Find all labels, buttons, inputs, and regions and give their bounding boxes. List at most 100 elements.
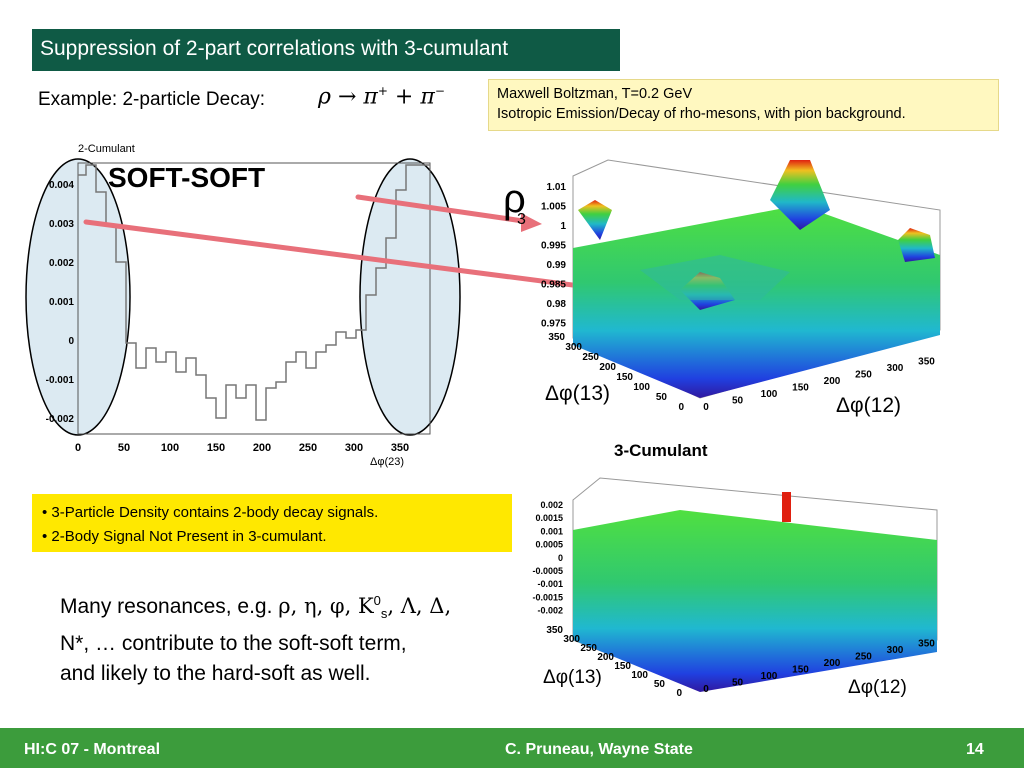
bottom-axis13-tick: 50 bbox=[654, 679, 666, 690]
top-valley bbox=[640, 255, 790, 300]
bottom-axis12-label: Δφ(12) bbox=[848, 677, 907, 698]
left-x-tick: 50 bbox=[118, 442, 130, 454]
formula-pi-2: π bbox=[420, 84, 435, 110]
page-number: 14 bbox=[966, 741, 984, 758]
top-axis12-ticks: 0 50 100 150 200 250 300 350 bbox=[703, 357, 935, 414]
footer-left: HI:C 07 - Montreal bbox=[24, 741, 161, 758]
arrow-right-head bbox=[521, 213, 542, 232]
top-z-tick: 0.985 bbox=[541, 280, 566, 291]
decay-formula: ρ → π+ + π− bbox=[318, 84, 445, 109]
left-plot-caption: 2-Cumulant bbox=[78, 143, 135, 155]
top-axis12-tick: 350 bbox=[918, 357, 935, 368]
footer-center: C. Pruneau, Wayne State bbox=[505, 741, 693, 758]
top-axis12-tick: 300 bbox=[887, 363, 904, 374]
bottom-plot-title: 3-Cumulant bbox=[614, 441, 708, 460]
top-peak-back bbox=[770, 160, 830, 230]
rho3-label: ρ bbox=[503, 177, 526, 221]
left-y-tick: 0.001 bbox=[49, 297, 74, 308]
top-z-tick: 0.99 bbox=[547, 260, 567, 271]
top-z-tick: 1 bbox=[560, 221, 566, 232]
resonance-sup: 0 bbox=[373, 593, 381, 608]
left-x-tick: 200 bbox=[253, 442, 271, 454]
top-axis12-tick: 200 bbox=[824, 376, 841, 387]
left-x-tick: 150 bbox=[207, 442, 225, 454]
top-axis12-tick: 250 bbox=[855, 370, 872, 381]
bullet-1: • 3-Particle Density contains 2-body dec… bbox=[42, 504, 379, 521]
bottom-axis12-tick: 150 bbox=[792, 665, 809, 676]
bottom-lego-body bbox=[573, 510, 937, 692]
bottom-axis12-tick: 0 bbox=[703, 684, 709, 695]
note-line-2: Isotropic Emission/Decay of rho-mesons, … bbox=[497, 106, 906, 122]
left-y-tick: 0.003 bbox=[49, 219, 74, 230]
top-axis12-tick: 100 bbox=[761, 389, 778, 400]
formula-arrow: → bbox=[337, 84, 357, 110]
bottom-axis12-tick: 250 bbox=[855, 652, 872, 663]
bottom-axis12-tick: 350 bbox=[918, 639, 935, 650]
bullet-2: • 2-Body Signal Not Present in 3-cumulan… bbox=[42, 528, 327, 545]
left-y-ticks: 0.004 0.003 0.002 0.001 0 -0.001 -0.002 bbox=[46, 180, 75, 425]
top-axis13-tick: 50 bbox=[656, 392, 668, 403]
formula-rho: ρ bbox=[318, 84, 331, 110]
bottom-z-tick: 0.0005 bbox=[535, 540, 563, 550]
bottom-z-ticks: 0.002 0.0015 0.001 0.0005 0 -0.0005 -0.001 -0.0… bbox=[532, 500, 563, 616]
top-z-ticks: 1.01 1.005 1 0.995 0.99 0.985 0.98 0.975 bbox=[541, 182, 566, 330]
top-peak-right bbox=[898, 228, 935, 262]
bottom-axis12-ticks: 0 50 100 150 200 250 300 350 bbox=[703, 639, 935, 696]
resonance-greek-1: ρ, η, φ, Κ bbox=[278, 594, 374, 618]
bottom-axis13-tick: 350 bbox=[546, 625, 563, 636]
resonance-prefix: Many resonances, e.g. bbox=[60, 595, 279, 618]
bottom-axis13-tick: 250 bbox=[580, 643, 597, 654]
left-x-ticks: 0 50 100 150 200 250 300 350 bbox=[75, 442, 409, 454]
bullet-box bbox=[32, 494, 512, 552]
formula-pi: π bbox=[363, 84, 378, 110]
left-y-tick: -0.002 bbox=[46, 414, 75, 425]
top-z-tick: 0.995 bbox=[541, 241, 566, 252]
left-x-tick: 0 bbox=[75, 442, 81, 454]
bottom-z-tick: 0.001 bbox=[540, 526, 563, 536]
top-axis12-label: Δφ(12) bbox=[836, 394, 901, 417]
top-axis13-tick: 0 bbox=[678, 402, 684, 413]
top-axis13-tick: 150 bbox=[616, 372, 633, 383]
left-x-tick: 100 bbox=[161, 442, 179, 454]
top-axis13-tick: 300 bbox=[565, 342, 582, 353]
left-y-tick: 0.004 bbox=[49, 180, 74, 191]
bottom-axis13-tick: 200 bbox=[597, 652, 614, 663]
bottom-z-tick: 0.002 bbox=[540, 500, 563, 510]
top-z-tick: 1.01 bbox=[547, 182, 567, 193]
bottom-z-tick: -0.0005 bbox=[532, 566, 563, 576]
left-x-tick: 350 bbox=[391, 442, 409, 454]
bottom-z-tick: 0.0015 bbox=[535, 513, 563, 523]
right-highlight-ellipse bbox=[359, 158, 461, 436]
bottom-axis12-tick: 300 bbox=[887, 645, 904, 656]
bottom-axis13-tick: 100 bbox=[631, 670, 648, 681]
top-axis13-tick: 100 bbox=[633, 382, 650, 393]
bottom-z-tick: -0.002 bbox=[537, 606, 563, 616]
resonance-text: Many resonances, e.g. ρ, η, φ, Κ0s, Λ, Δ… bbox=[60, 586, 451, 689]
left-histogram-line bbox=[78, 164, 430, 421]
top-peak-left bbox=[578, 200, 612, 240]
bottom-axis13-tick: 150 bbox=[614, 661, 631, 672]
top-z-tick: 1.005 bbox=[541, 202, 566, 213]
resonance-line-1: Many resonances, e.g. ρ, η, φ, Κ0s, Λ, Δ… bbox=[60, 586, 451, 629]
bottom-axis12-tick: 100 bbox=[761, 671, 778, 682]
top-lego-body bbox=[573, 205, 940, 398]
left-plot-heading: SOFT-SOFT bbox=[108, 162, 265, 193]
top-z-tick: 0.975 bbox=[541, 319, 566, 330]
resonance-sub: s bbox=[380, 606, 388, 622]
footer-bar bbox=[0, 728, 1024, 768]
top-axis12-tick: 150 bbox=[792, 383, 809, 394]
left-x-tick: 300 bbox=[345, 442, 363, 454]
rho3-subscript: 3 bbox=[517, 211, 526, 228]
left-y-tick: -0.001 bbox=[46, 375, 75, 386]
top-axis13-tick: 350 bbox=[548, 332, 565, 343]
top-axis13-label: Δφ(13) bbox=[545, 382, 610, 405]
left-y-tick: 0 bbox=[68, 336, 74, 347]
resonance-line-3: and likely to the hard-soft as well. bbox=[60, 662, 371, 686]
arrow-right-to-edge bbox=[355, 194, 533, 225]
bottom-axis12-tick: 200 bbox=[824, 658, 841, 669]
